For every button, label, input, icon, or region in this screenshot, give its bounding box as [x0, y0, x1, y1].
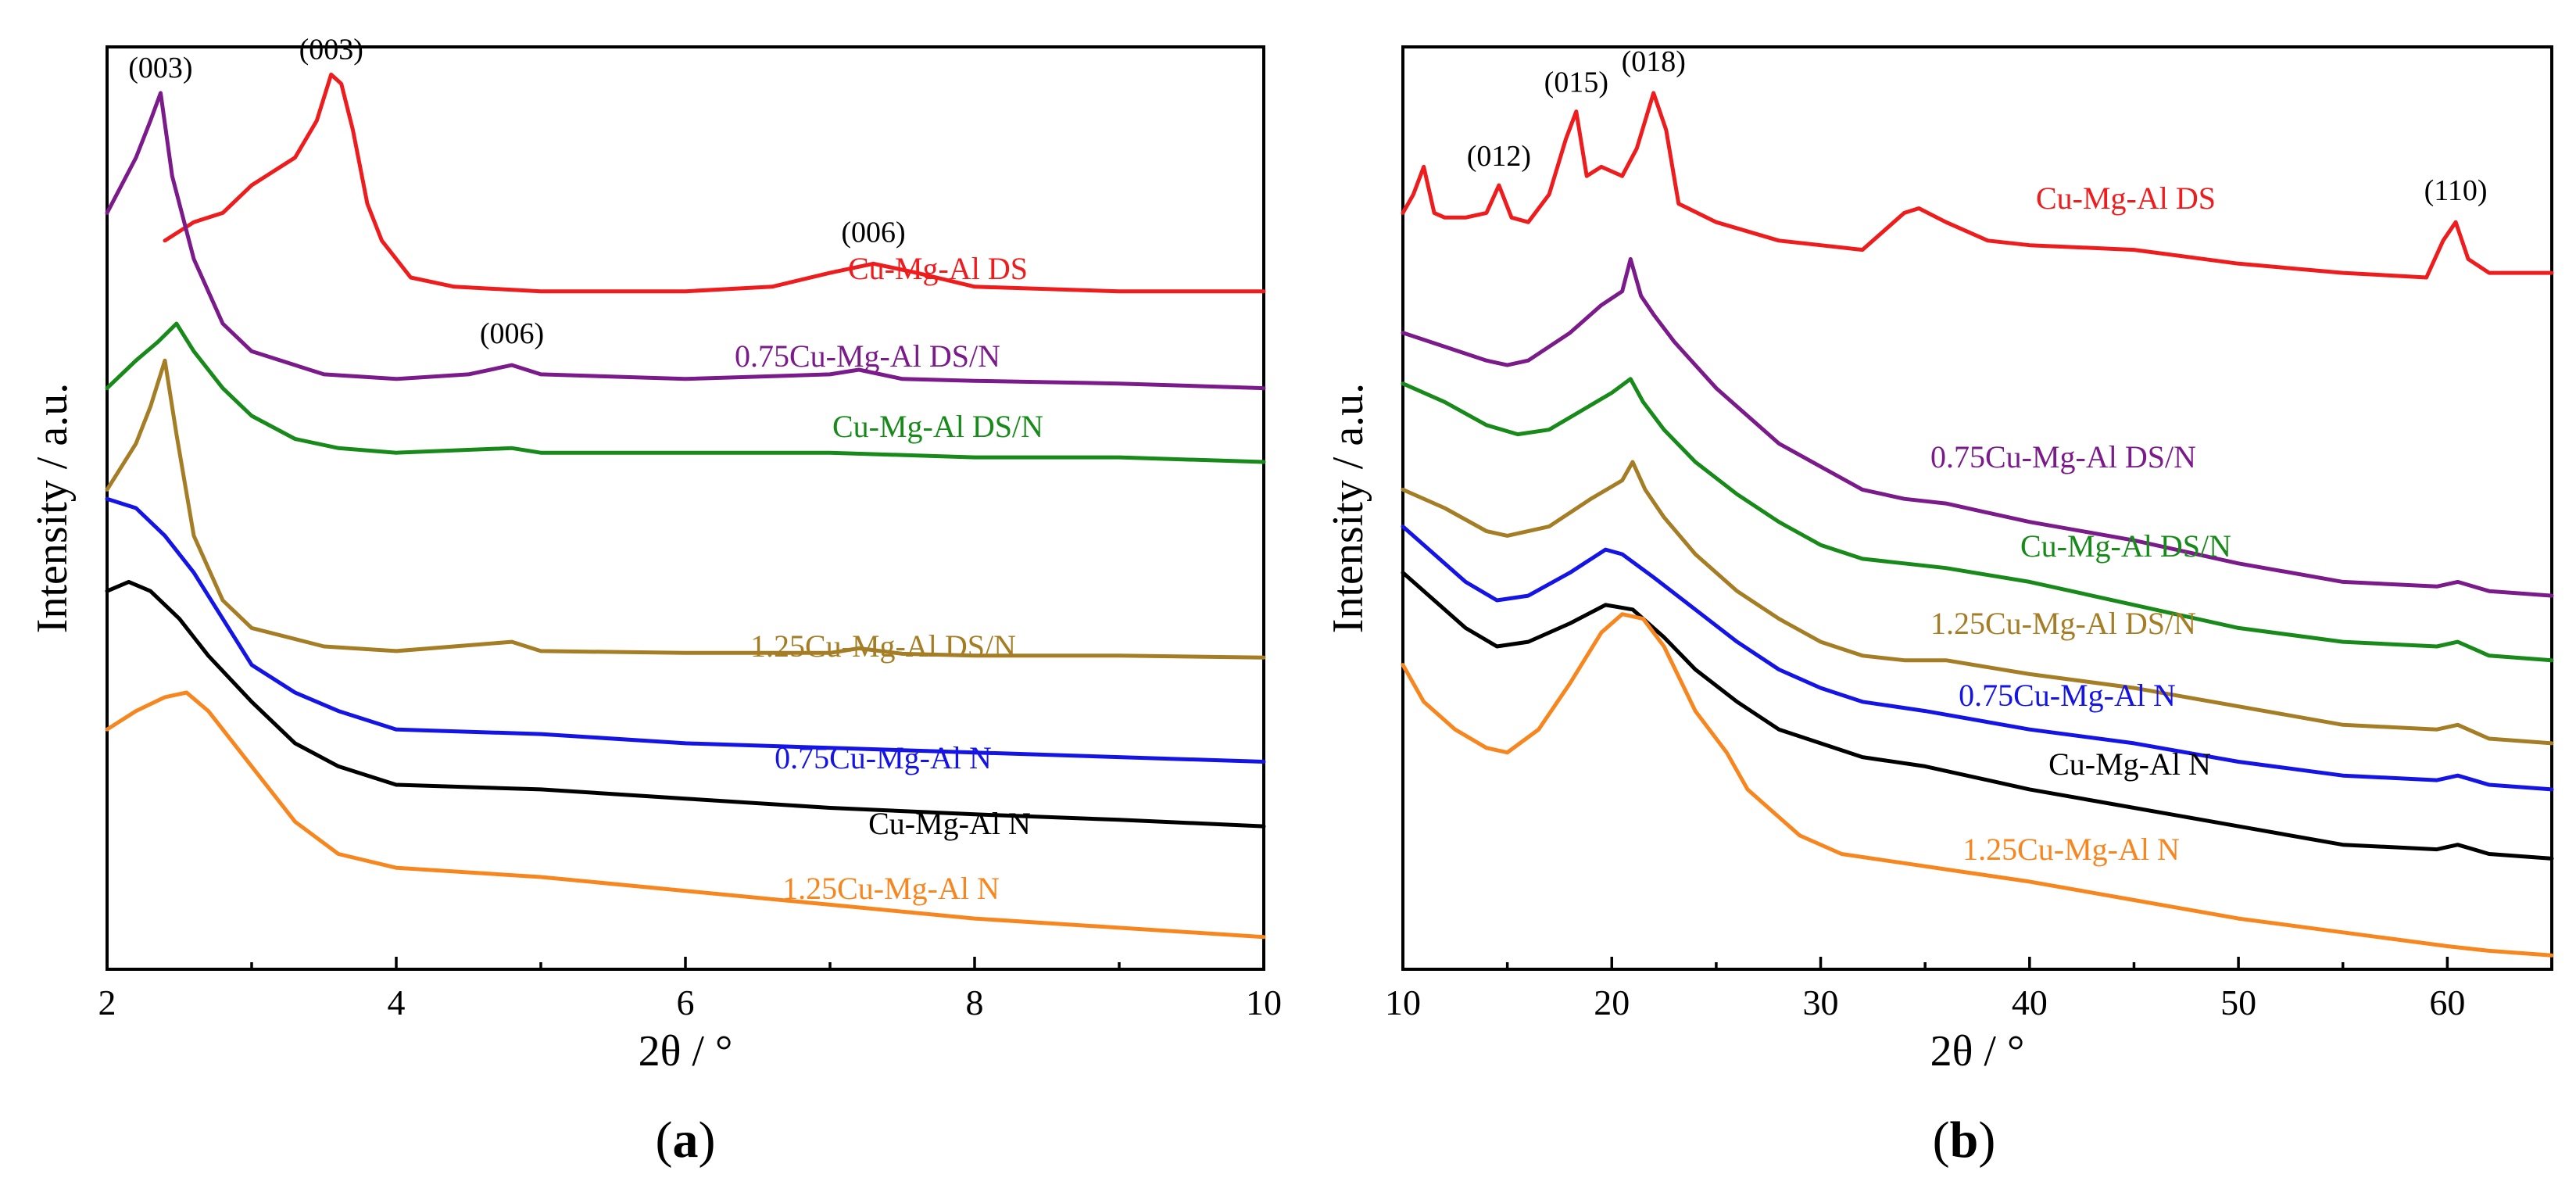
- series-line-cu-mg-al-ds: [163, 72, 1266, 294]
- series-label-1-25cu-mg-al-ds-n: 1.25Cu-Mg-Al DS/N: [750, 628, 1016, 664]
- x-tick-label: 8: [966, 983, 984, 1022]
- series-label-1-25cu-mg-al-n: 1.25Cu-Mg-Al N: [1962, 832, 2180, 867]
- series-label-0-75cu-mg-al-n: 0.75Cu-Mg-Al N: [775, 740, 992, 775]
- y-axis-title: Intensity / a.u.: [28, 383, 77, 633]
- peak-label: (018): [1622, 45, 1686, 78]
- panel-a-chart: 2 4 6 8 10 2θ / ° Intensity / a.u. Cu-Mg-Al DS 0…: [28, 33, 1282, 1169]
- x-tick-label: 60: [2429, 983, 2465, 1022]
- plot-frame: [106, 45, 1265, 971]
- series-label-cu-mg-al-ds-n: Cu-Mg-Al DS/N: [2020, 528, 2231, 564]
- peak-label: (006): [480, 317, 544, 350]
- series-label-cu-mg-al-ds: Cu-Mg-Al DS: [848, 251, 1028, 286]
- x-tick-label: 40: [2012, 983, 2048, 1022]
- x-tick-label: 2: [98, 983, 116, 1022]
- series-line-1-25cu-mg-al-ds-n: [1401, 460, 2554, 746]
- peak-label: (012): [1467, 140, 1531, 173]
- series-label-cu-mg-al-ds-n: Cu-Mg-Al DS/N: [832, 409, 1043, 444]
- series-line-0-75cu-mg-al-n: [1401, 524, 2554, 792]
- x-tick-label: 6: [677, 983, 695, 1022]
- series-label-1-25cu-mg-al-n: 1.25Cu-Mg-Al N: [782, 871, 1000, 906]
- series-label-1-25cu-mg-al-ds-n: 1.25Cu-Mg-Al DS/N: [1930, 606, 2196, 641]
- peak-label: (006): [841, 216, 905, 249]
- series-line-0-75cu-mg-al-ds-n: [105, 91, 1266, 391]
- series-line-cu-mg-al-n: [105, 579, 1266, 829]
- x-tick-label: 50: [2220, 983, 2256, 1022]
- peak-label: (003): [299, 33, 363, 66]
- series-label-cu-mg-al-n: Cu-Mg-Al N: [868, 806, 1031, 841]
- series-label-0-75cu-mg-al-ds-n: 0.75Cu-Mg-Al DS/N: [1930, 439, 2196, 474]
- panel-label: (a): [656, 1112, 716, 1169]
- series-line-cu-mg-al-ds-n: [105, 321, 1266, 464]
- series-label-0-75cu-mg-al-ds-n: 0.75Cu-Mg-Al DS/N: [735, 338, 1000, 374]
- series-label-cu-mg-al-n: Cu-Mg-Al N: [2048, 746, 2211, 782]
- x-tick-label: 10: [1246, 983, 1282, 1022]
- peak-label: (003): [128, 52, 192, 84]
- series-line-cu-mg-al-ds: [1401, 91, 2554, 280]
- series-line-1-25cu-mg-al-n: [105, 690, 1266, 940]
- panel-letter: b: [1950, 1112, 1979, 1169]
- series-line-1-25cu-mg-al-n: [1401, 612, 2554, 958]
- x-tick-label: 20: [1594, 983, 1630, 1022]
- x-tick-label: 30: [1803, 983, 1839, 1022]
- series-line-0-75cu-mg-al-ds-n: [1401, 256, 2554, 598]
- series-label-0-75cu-mg-al-n: 0.75Cu-Mg-Al N: [1959, 678, 2176, 713]
- x-tick-label: 4: [388, 983, 406, 1022]
- panel-letter: a: [673, 1112, 699, 1169]
- panel-label: (b): [1933, 1112, 1996, 1169]
- plot-frame: [1401, 45, 2553, 971]
- x-tick-label: 10: [1385, 983, 1421, 1022]
- x-axis-title: 2θ / °: [1930, 1027, 2025, 1076]
- peak-label: (015): [1544, 66, 1608, 99]
- peak-label: (110): [2424, 174, 2488, 207]
- series-line-1-25cu-mg-al-ds-n: [105, 358, 1266, 660]
- series-line-cu-mg-al-n: [1401, 571, 2554, 861]
- x-axis-title: 2θ / °: [639, 1027, 733, 1076]
- panel-b-chart: 10 20 30 40 50 60 2θ / ° Intensity / a.u. Cu-Mg-…: [1324, 45, 2554, 1169]
- series-label-cu-mg-al-ds: Cu-Mg-Al DS: [2036, 181, 2216, 216]
- series-line-cu-mg-al-ds-n: [1401, 377, 2554, 663]
- y-axis-title: Intensity / a.u.: [1324, 383, 1372, 633]
- series-line-0-75cu-mg-al-n: [105, 496, 1266, 764]
